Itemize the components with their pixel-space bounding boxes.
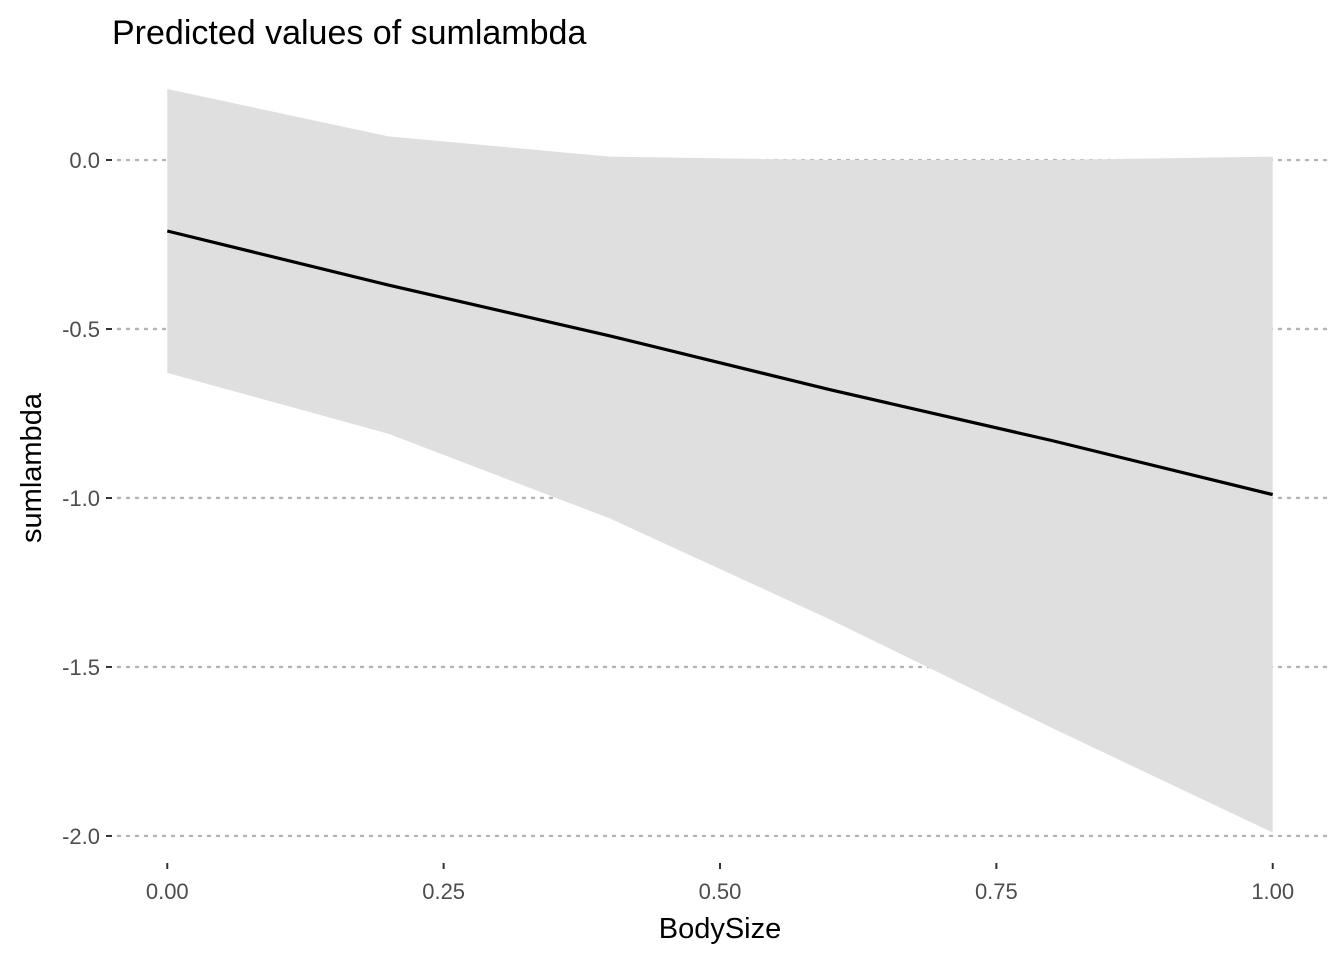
y-axis: 0.0 -0.5 -1.0 -1.5 -2.0: [62, 148, 112, 849]
confidence-band-layer: [167, 89, 1273, 833]
x-tick-label: 1.00: [1251, 879, 1294, 904]
x-axis-title: BodySize: [659, 913, 782, 945]
y-tick-label: -0.5: [62, 317, 100, 342]
y-tick-label: -1.0: [62, 486, 100, 511]
x-tick-label: 0.50: [699, 879, 742, 904]
x-tick-label: 0.25: [422, 879, 465, 904]
confidence-band: [167, 89, 1273, 833]
x-tick-label: 0.00: [146, 879, 189, 904]
prediction-line-layer: [166, 229, 1274, 497]
x-tick-label: 0.75: [975, 879, 1018, 904]
prediction-line: [166, 229, 1274, 497]
y-tick-label: -2.0: [62, 824, 100, 849]
y-tick-label: -1.5: [62, 655, 100, 680]
chart-title: Predicted values of sumlambda: [112, 14, 586, 52]
y-tick-label: 0.0: [69, 148, 100, 173]
x-axis: 0.00 0.25 0.50 0.75 1.00: [146, 863, 1294, 904]
y-axis-title: sumlambda: [16, 392, 48, 543]
